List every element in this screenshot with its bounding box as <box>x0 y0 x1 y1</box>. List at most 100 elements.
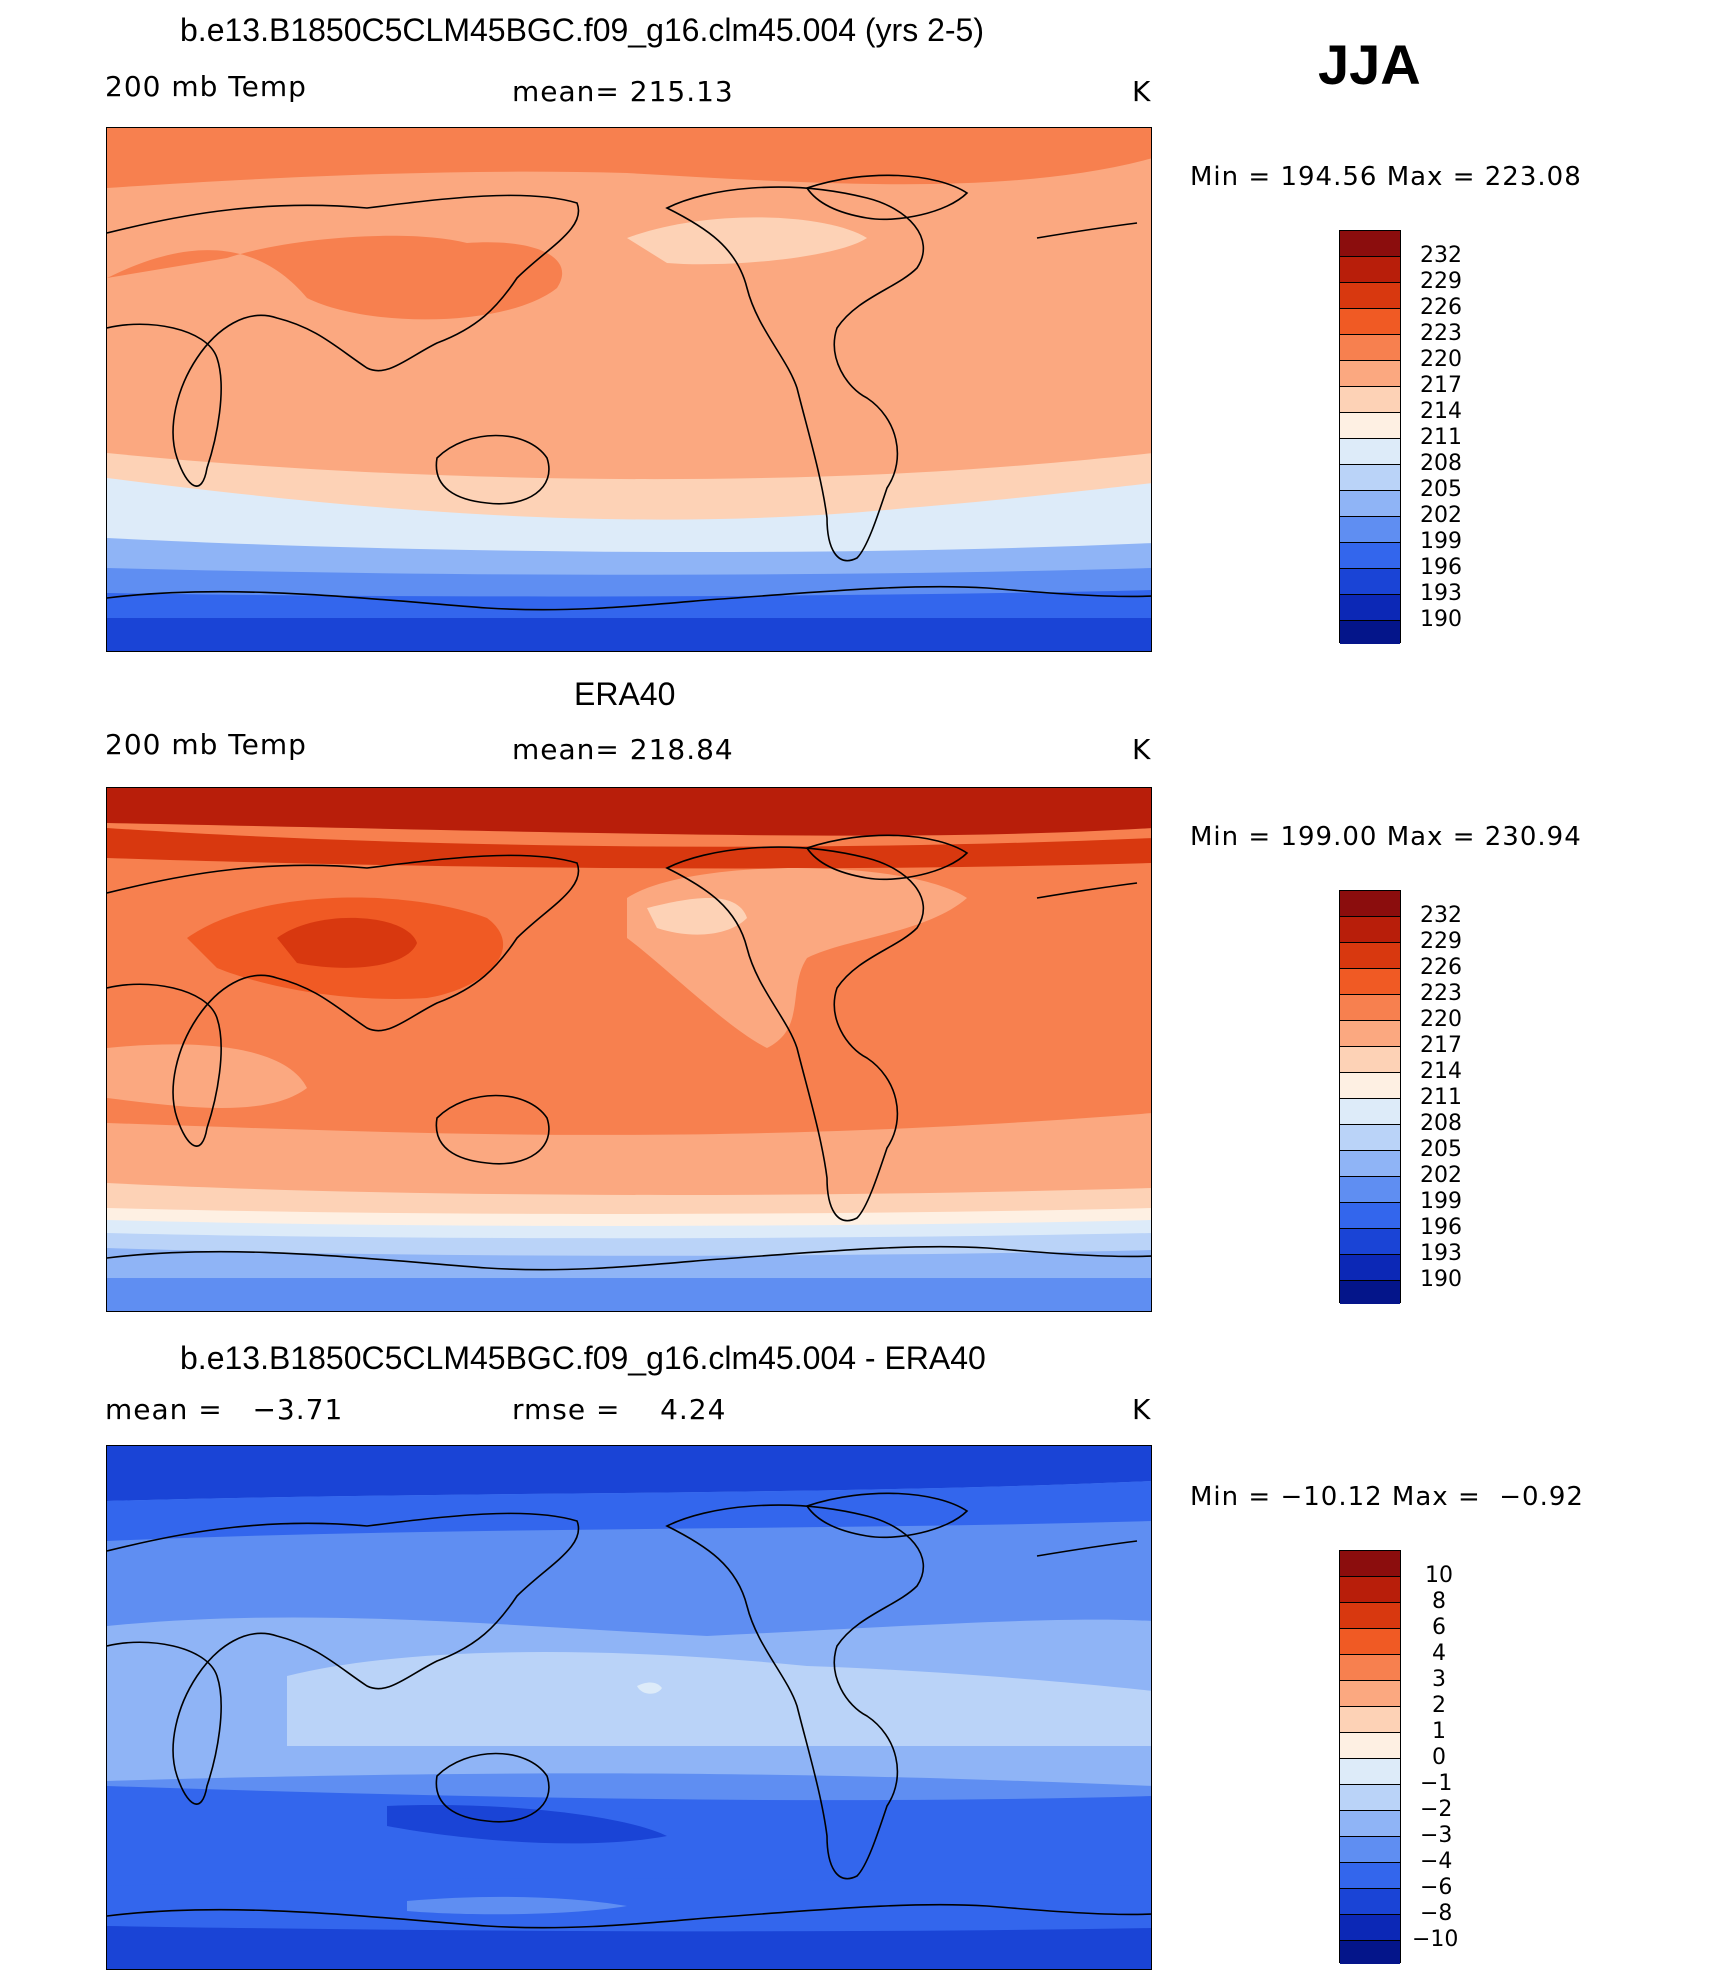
panel-2-colorbar-label: 208 <box>1420 1111 1462 1136</box>
panel-1-colorbar-label: 220 <box>1420 347 1462 372</box>
panel-3-mean-label: mean = −3.71 <box>105 1393 344 1426</box>
panel-3-colorbar-label: −8 <box>1420 1901 1453 1926</box>
panel-3-colorbar-label: 3 <box>1432 1667 1446 1692</box>
panel-1-colorbar-bin <box>1340 595 1400 621</box>
panel-1-colorbar-label: 193 <box>1420 581 1462 606</box>
panel-3-contour-field <box>107 1446 1151 1969</box>
panel-2-colorbar-bin <box>1340 1229 1400 1255</box>
panel-2-units-label: K <box>1132 733 1152 766</box>
panel-2-minmax: Min = 199.00 Max = 230.94 <box>1190 822 1582 852</box>
panel-3-colorbar-bin <box>1340 1915 1400 1941</box>
panel-3-colorbar-bin <box>1340 1681 1400 1707</box>
panel-3-colorbar <box>1339 1550 1401 1964</box>
panel-1-variable-label: 200 mb Temp <box>105 70 307 103</box>
panel-1-minmax: Min = 194.56 Max = 223.08 <box>1190 162 1582 192</box>
panel-2-mean-label: mean= 218.84 <box>512 733 734 766</box>
panel-3-colorbar-bin <box>1340 1551 1400 1577</box>
panel-2-colorbar-bin <box>1340 1255 1400 1281</box>
panel-1-units-label: K <box>1132 75 1152 108</box>
panel-3-colorbar-bin <box>1340 1603 1400 1629</box>
panel-3-colorbar-label: 10 <box>1425 1563 1453 1588</box>
panel-1-colorbar-bin <box>1340 257 1400 283</box>
season-label: JJA <box>1318 33 1421 96</box>
panel-3-colorbar-bin <box>1340 1941 1400 1964</box>
panel-2-colorbar-bin <box>1340 969 1400 995</box>
panel-3-title: b.e13.B1850C5CLM45BGC.f09_g16.clm45.004 … <box>180 1340 986 1376</box>
panel-1-colorbar-bin <box>1340 335 1400 361</box>
panel-3-colorbar-bin <box>1340 1733 1400 1759</box>
panel-1-colorbar-label: 208 <box>1420 451 1462 476</box>
panel-2-colorbar-label: 223 <box>1420 981 1462 1006</box>
panel-3-colorbar-label: 2 <box>1432 1693 1446 1718</box>
panel-1-colorbar-bin <box>1340 361 1400 387</box>
panel-1-colorbar-bin <box>1340 309 1400 335</box>
panel-2-colorbar-bin <box>1340 995 1400 1021</box>
panel-2-colorbar-label: 232 <box>1420 903 1462 928</box>
panel-2-colorbar-label: 190 <box>1420 1267 1462 1292</box>
panel-1-colorbar <box>1339 230 1401 644</box>
panel-2-colorbar-label: 211 <box>1420 1085 1462 1110</box>
panel-2-colorbar-label: 229 <box>1420 929 1462 954</box>
panel-1-map <box>106 127 1152 652</box>
panel-3-colorbar-label: 1 <box>1432 1719 1446 1744</box>
panel-1-colorbar-bin <box>1340 491 1400 517</box>
panel-3-colorbar-label: −2 <box>1420 1797 1453 1822</box>
panel-1-colorbar-label: 211 <box>1420 425 1462 450</box>
panel-2-map <box>106 787 1152 1312</box>
panel-2-colorbar-bin <box>1340 1151 1400 1177</box>
panel-2-colorbar-bin <box>1340 1047 1400 1073</box>
panel-2-title: ERA40 <box>574 676 676 712</box>
panel-3-colorbar-bin <box>1340 1655 1400 1681</box>
panel-1-colorbar-label: 229 <box>1420 269 1462 294</box>
panel-1-colorbar-bin <box>1340 387 1400 413</box>
panel-3-colorbar-label: −6 <box>1420 1875 1453 1900</box>
panel-3-colorbar-label: 6 <box>1432 1615 1446 1640</box>
panel-3-colorbar-bin <box>1340 1577 1400 1603</box>
panel-1-colorbar-label: 199 <box>1420 529 1462 554</box>
panel-3-colorbar-bin <box>1340 1811 1400 1837</box>
panel-3-colorbar-label: −10 <box>1412 1927 1459 1952</box>
panel-1-colorbar-bin <box>1340 231 1400 257</box>
panel-1-colorbar-label: 202 <box>1420 503 1462 528</box>
panel-2-colorbar-label: 202 <box>1420 1163 1462 1188</box>
panel-2-colorbar-bin <box>1340 1099 1400 1125</box>
panel-3-map <box>106 1445 1152 1970</box>
panel-1-colorbar-label: 223 <box>1420 321 1462 346</box>
panel-3-rmse-label: rmse = 4.24 <box>512 1393 727 1426</box>
panel-1-colorbar-label: 217 <box>1420 373 1462 398</box>
panel-2-colorbar-bin <box>1340 1021 1400 1047</box>
panel-2-colorbar-bin <box>1340 1125 1400 1151</box>
panel-1-colorbar-label: 214 <box>1420 399 1462 424</box>
panel-3-colorbar-label: 4 <box>1432 1641 1446 1666</box>
panel-3-colorbar-label: −3 <box>1420 1823 1453 1848</box>
panel-1-colorbar-label: 232 <box>1420 243 1462 268</box>
panel-1-colorbar-bin <box>1340 543 1400 569</box>
panel-3-colorbar-bin <box>1340 1707 1400 1733</box>
panel-2-colorbar-bin <box>1340 1281 1400 1304</box>
panel-3-colorbar-bin <box>1340 1863 1400 1889</box>
panel-1-title: b.e13.B1850C5CLM45BGC.f09_g16.clm45.004 … <box>180 12 984 48</box>
panel-2-colorbar-label: 205 <box>1420 1137 1462 1162</box>
panel-1-colorbar-label: 205 <box>1420 477 1462 502</box>
panel-2-contour-field <box>107 788 1151 1311</box>
panel-3-colorbar-label: 0 <box>1432 1745 1446 1770</box>
panel-2-colorbar-bin <box>1340 891 1400 917</box>
panel-1-colorbar-label: 196 <box>1420 555 1462 580</box>
panel-1-colorbar-bin <box>1340 569 1400 595</box>
panel-3-units-label: K <box>1132 1393 1152 1426</box>
panel-2-colorbar-label: 196 <box>1420 1215 1462 1240</box>
panel-1-colorbar-bin <box>1340 439 1400 465</box>
panel-1-colorbar-bin <box>1340 621 1400 644</box>
panel-3-colorbar-bin <box>1340 1759 1400 1785</box>
panel-3-colorbar-bin <box>1340 1837 1400 1863</box>
panel-2-colorbar-bin <box>1340 1203 1400 1229</box>
panel-2-colorbar-label: 199 <box>1420 1189 1462 1214</box>
panel-3-colorbar-label: 8 <box>1432 1589 1446 1614</box>
panel-2-variable-label: 200 mb Temp <box>105 728 307 761</box>
panel-1-colorbar-label: 226 <box>1420 295 1462 320</box>
panel-2-colorbar-label: 220 <box>1420 1007 1462 1032</box>
panel-2-colorbar-bin <box>1340 1177 1400 1203</box>
panel-3-colorbar-bin <box>1340 1629 1400 1655</box>
panel-2-colorbar-label: 193 <box>1420 1241 1462 1266</box>
panel-2-colorbar-bin <box>1340 917 1400 943</box>
